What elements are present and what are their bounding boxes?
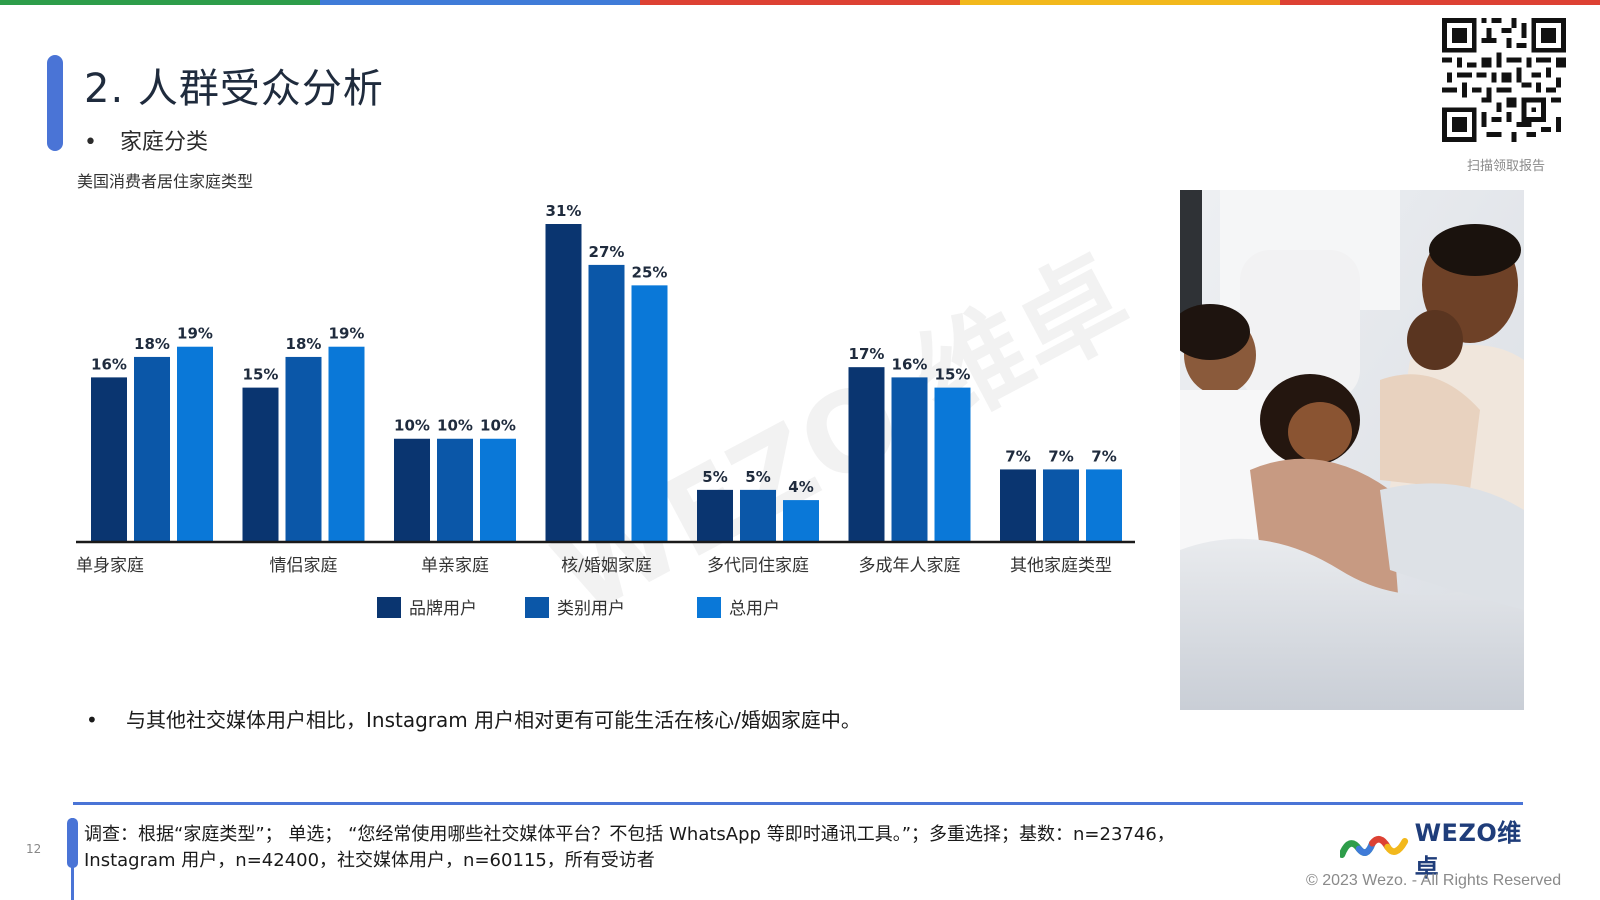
category-label: 情侣家庭 — [270, 556, 338, 576]
bar-value-label: 19% — [177, 325, 213, 343]
copyright: © 2023 Wezo. - All Rights Reserved — [1306, 872, 1562, 889]
bar — [328, 346, 365, 541]
bar-value-label: 7% — [1048, 447, 1073, 465]
category-label: 其他家庭类型 — [1010, 556, 1112, 576]
wezo-logo: WEZO维卓 — [1340, 819, 1540, 882]
bar-value-label: 7% — [1005, 447, 1030, 465]
bar-value-label: 16% — [892, 355, 928, 373]
insight-text: 与其他社交媒体用户相比，Instagram 用户相对更有可能生活在核心/婚姻家庭… — [126, 708, 861, 732]
bar-value-label: 17% — [849, 345, 885, 363]
top-bar-segment — [640, 0, 960, 5]
legend-label: 品牌用户 — [409, 599, 477, 619]
bar — [177, 346, 213, 541]
subtitle: 家庭分类 — [120, 130, 209, 155]
bar-value-label: 5% — [702, 468, 727, 486]
category-label: 核/婚姻家庭 — [561, 556, 652, 576]
legend-swatch — [697, 597, 721, 618]
bullet-icon: • — [84, 130, 97, 155]
bar — [480, 438, 516, 541]
bar-value-label: 16% — [91, 355, 127, 373]
category-label: 单亲家庭 — [421, 556, 489, 576]
bar — [545, 224, 582, 541]
bar-value-label: 15% — [243, 366, 279, 384]
top-bar-segment — [320, 0, 640, 5]
page-number: 12 — [26, 842, 42, 856]
bar — [783, 500, 819, 541]
top-bar-segment — [0, 0, 320, 5]
bar — [134, 356, 170, 541]
legend-swatch — [525, 597, 549, 618]
bar-value-label: 10% — [394, 417, 430, 435]
legend-label: 总用户 — [729, 599, 780, 619]
qr-code-icon[interactable] — [1442, 18, 1566, 142]
bar-value-label: 7% — [1091, 447, 1116, 465]
watermark-text: WEZO 维卓 — [535, 233, 1150, 640]
bar — [242, 387, 279, 541]
top-color-bar — [0, 0, 1600, 5]
bar — [437, 438, 473, 541]
qr-caption: 扫描领取报告 — [1466, 159, 1545, 174]
legend-label: 类别用户 — [557, 599, 625, 619]
bar — [848, 367, 885, 541]
bar-value-label: 25% — [632, 263, 668, 281]
footnote-line: 调查：根据“家庭类型”； 单选； “您经常使用哪些社交媒体平台？不包括 What… — [84, 824, 1175, 845]
bar-value-label: 15% — [935, 366, 971, 384]
insight-bullet: • 与其他社交媒体用户相比，Instagram 用户相对更有可能生活在核心/婚姻家… — [86, 704, 861, 733]
bar-value-label: 18% — [134, 335, 170, 353]
bar — [740, 489, 776, 541]
category-label: 多成年人家庭 — [859, 556, 961, 576]
bar-value-label: 18% — [286, 335, 322, 353]
bar — [891, 377, 928, 541]
bar-value-label: 31% — [546, 202, 582, 220]
wezo-logo-icon — [1340, 835, 1409, 859]
bar-value-label: 27% — [589, 243, 625, 261]
category-label: 多代同住家庭 — [707, 556, 809, 576]
page-title: 2. 人群受众分析 — [84, 66, 384, 112]
wezo-logo-text: WEZO维卓 — [1414, 819, 1522, 882]
top-bar-segment — [1280, 0, 1600, 5]
survey-footnote: 调查：根据“家庭类型”； 单选； “您经常使用哪些社交媒体平台？不包括 What… — [84, 822, 1344, 874]
top-bar-segment — [960, 0, 1280, 5]
bar-value-label: 5% — [745, 468, 770, 486]
footer-divider — [73, 802, 1523, 805]
bar-value-label: 10% — [437, 417, 473, 435]
bar — [1043, 469, 1079, 541]
family-bed-photo — [1180, 190, 1524, 710]
subtitle-row: • 家庭分类 — [84, 124, 208, 156]
bar — [394, 438, 430, 541]
bullet-icon: • — [86, 708, 98, 732]
bar — [1086, 469, 1122, 541]
legend-swatch — [377, 597, 401, 618]
bar-chart: WEZO 维卓 16% 18% 19% 单身家庭 15% 18% 19% 情侣家庭 10% 10%… — [76, 202, 1150, 640]
bar — [1000, 469, 1036, 541]
bar — [934, 387, 971, 541]
chart-caption: 美国消费者居住家庭类型 — [77, 172, 254, 191]
bar — [631, 285, 668, 541]
bar-value-label: 4% — [788, 478, 813, 496]
bar — [588, 264, 625, 541]
bar — [91, 377, 127, 541]
title-accent-bar — [47, 55, 63, 151]
bar — [697, 489, 733, 541]
bar-value-label: 10% — [480, 417, 516, 435]
footer-accent-bar — [67, 818, 78, 868]
bar — [285, 356, 322, 541]
category-label: 单身家庭 — [76, 556, 144, 576]
footnote-line: Instagram 用户，n=42400，社交媒体用户，n=60115，所有受访… — [84, 850, 655, 871]
bar-value-label: 19% — [329, 325, 365, 343]
